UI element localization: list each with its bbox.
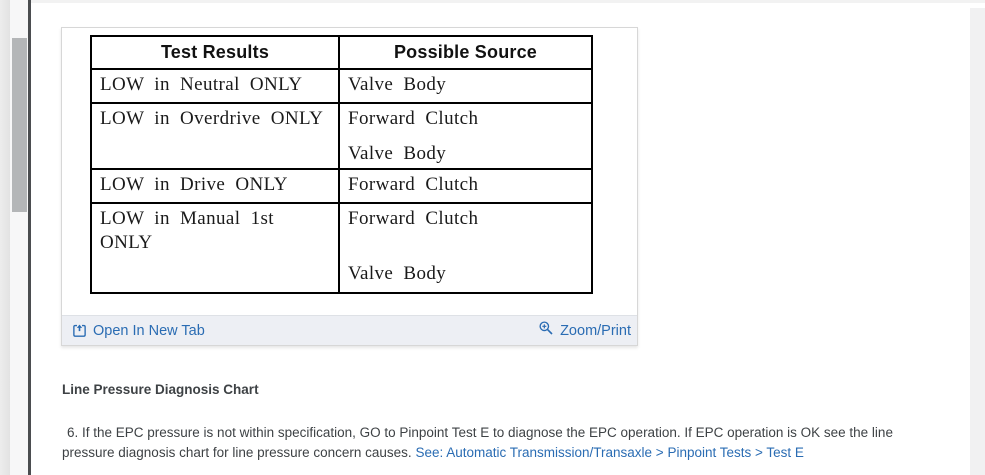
zoom-print-label: Zoom/Print [560,322,631,339]
right-scrollbar-track[interactable] [970,8,985,475]
figure-caption: Line Pressure Diagnosis Chart [62,382,259,397]
possible-source-cell: Forward Clutch [338,168,593,204]
diagnosis-chart-image-card: Test Results Possible Source LOW in Neut… [61,27,638,346]
step-text-line-1: 6. If the EPC pressure is not within spe… [67,425,893,440]
open-in-new-tab-label: Open In New Tab [93,322,205,339]
column-header-possible-source: Possible Source [338,35,593,70]
image-viewer-toolbar: Open In New Tab Zoom/Print [62,315,637,345]
possible-source-cell: Valve Body [338,68,593,104]
see-reference-link[interactable]: See: Automatic Transmission/Transaxle > … [415,445,804,460]
panel-divider [28,0,31,475]
test-result-cell: LOW in Neutral ONLY [90,68,340,104]
column-header-test-results: Test Results [90,35,340,70]
left-scrollbar-thumb[interactable] [12,38,27,212]
table-row: LOW in Overdrive ONLY Forward Clutch Val… [90,102,593,170]
test-result-cell: LOW in Drive ONLY [90,168,340,204]
open-in-new-tab-link[interactable]: Open In New Tab [72,323,205,339]
top-edge-band [0,0,985,3]
line-pressure-diagnosis-table: Test Results Possible Source LOW in Neut… [90,35,593,294]
open-in-new-tab-icon [72,323,87,338]
table-row: LOW in Manual 1st ONLY Forward Clutch Va… [90,202,593,294]
test-result-cell: LOW in Overdrive ONLY [90,102,340,170]
table-header-row: Test Results Possible Source [90,35,593,70]
table-row: LOW in Drive ONLY Forward Clutch [90,168,593,204]
possible-source-cell: Forward Clutch Valve Body [338,202,593,294]
step-text-line-2: pressure diagnosis chart for line pressu… [62,445,804,460]
zoom-plus-icon [538,320,554,339]
zoom-print-link[interactable]: Zoom/Print [538,320,631,339]
test-result-cell: LOW in Manual 1st ONLY [90,202,340,294]
left-window-rail [0,0,10,475]
procedure-step-text: 6. If the EPC pressure is not within spe… [62,423,942,463]
table-row: LOW in Neutral ONLY Valve Body [90,68,593,104]
possible-source-cell: Forward Clutch Valve Body [338,102,593,170]
